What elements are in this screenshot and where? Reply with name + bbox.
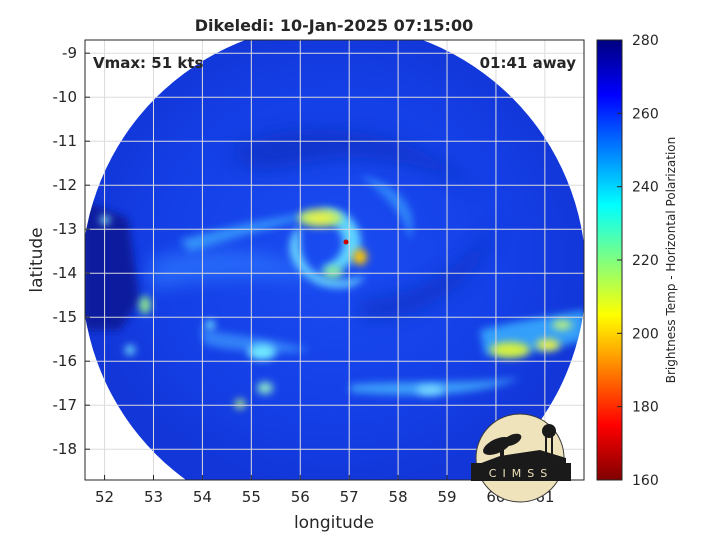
y-tick-label: -18 xyxy=(53,440,78,458)
logo-text: CIMSS xyxy=(489,467,553,480)
x-tick-label: 56 xyxy=(291,488,310,506)
swath-image xyxy=(85,40,584,480)
map-title: Dikeledi: 10-Jan-2025 07:15:00 xyxy=(195,16,473,35)
x-tick-label: 54 xyxy=(193,488,212,506)
y-tick-label: -13 xyxy=(53,220,78,238)
y-tick-label: -9 xyxy=(62,44,77,62)
grid-lines xyxy=(85,40,584,480)
y-tick-label: -17 xyxy=(53,396,78,414)
colorbar-tick-label: 160 xyxy=(632,473,659,489)
x-tick-label: 52 xyxy=(95,488,114,506)
colorbar-tick-label: 220 xyxy=(632,253,659,269)
colorbar-tick-label: 200 xyxy=(632,326,659,342)
x-tick-label: 59 xyxy=(437,488,456,506)
y-tick-label: -12 xyxy=(53,176,78,194)
y-tick-label: -11 xyxy=(53,132,78,150)
x-tick-label: 53 xyxy=(144,488,163,506)
colorbar-ticks: 280 260 240 220 200 180 160 xyxy=(617,33,659,489)
colorbar-tick-label: 260 xyxy=(632,106,659,122)
y-tick-label: -10 xyxy=(53,88,78,106)
y-axis-label: latitude xyxy=(27,227,47,292)
y-tick-label: -14 xyxy=(53,264,78,282)
vmax-annotation: Vmax: 51 kts xyxy=(93,54,203,72)
satellite-dish-icon xyxy=(483,433,522,462)
x-tick-label: 55 xyxy=(242,488,261,506)
x-tick-label: 58 xyxy=(389,488,408,506)
x-tick-label: 57 xyxy=(340,488,359,506)
y-tick-label: -16 xyxy=(53,352,78,370)
water-tower-icon xyxy=(542,424,556,463)
y-ticks: -9 -10 -11 -12 -13 -14 -15 -16 -17 -18 xyxy=(53,44,90,458)
colorbar-tick-label: 180 xyxy=(632,400,659,416)
axes-box xyxy=(84,39,585,481)
time-away-annotation: 01:41 away xyxy=(480,54,577,72)
y-tick-label: -15 xyxy=(53,308,78,326)
colorbar-tick-label: 280 xyxy=(632,33,659,49)
colorbar-label: Brightness Temp - Horizontal Polarizatio… xyxy=(664,137,678,384)
x-axis-label: longitude xyxy=(294,513,374,533)
x-ticks: 52 53 54 55 56 57 58 59 60 61 xyxy=(95,475,554,506)
colorbar-tick-label: 240 xyxy=(632,180,659,196)
cimss-logo: CIMSS xyxy=(471,413,571,503)
